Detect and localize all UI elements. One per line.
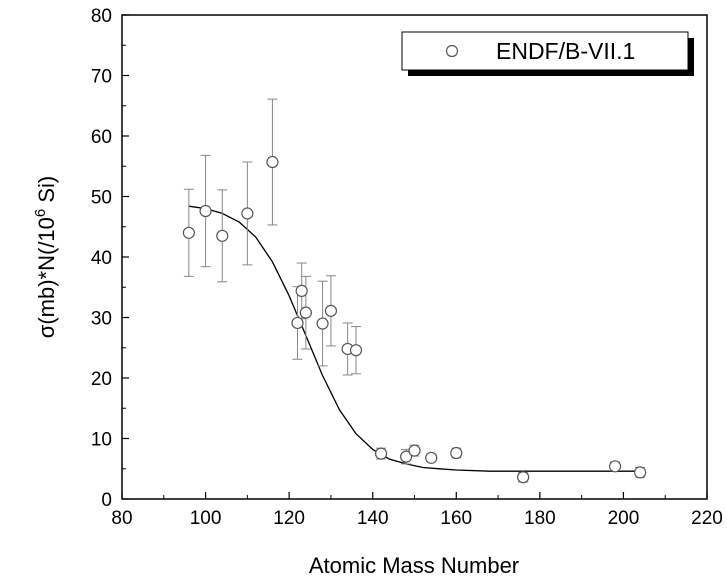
x-tick-label: 100 — [190, 508, 222, 529]
y-tick-label: 70 — [91, 67, 112, 88]
data-point — [266, 155, 279, 169]
data-point — [408, 444, 421, 457]
y-tick-label: 20 — [91, 369, 112, 390]
x-tick-label: 200 — [608, 508, 640, 529]
data-point — [450, 446, 463, 460]
data-point — [400, 450, 413, 463]
data-point — [299, 306, 312, 319]
y-tick-label: 50 — [91, 188, 112, 209]
y-tick-label: 80 — [91, 6, 112, 27]
x-tick-label: 80 — [111, 508, 132, 529]
data-point — [216, 229, 229, 242]
x-tick-label: 220 — [691, 508, 723, 529]
x-tick-label: 140 — [357, 508, 389, 529]
x-axis-ticks: 80 100 120 140 160 180 200 220 — [111, 492, 723, 529]
legend-label: ENDF/B-VII.1 — [496, 38, 635, 64]
y-tick-label: 0 — [101, 490, 112, 511]
data-point — [199, 204, 212, 218]
data-point — [295, 284, 308, 297]
y-axis-title: σ(mb)*N(/106 Si) — [32, 176, 59, 339]
y-axis-title-superscript: 6 — [32, 209, 49, 217]
data-point — [324, 304, 338, 317]
y-axis-title-main: σ(mb)*N(/10 — [34, 217, 59, 338]
data-point — [349, 344, 363, 357]
y-tick-label: 60 — [91, 127, 112, 148]
data-point — [291, 316, 304, 330]
plot-area — [182, 98, 647, 484]
y-axis-title-tail: Si) — [34, 176, 59, 209]
y-axis-ticks: 0 10 20 30 40 50 60 70 80 — [91, 6, 129, 511]
legend: ENDF/B-VII.1 — [401, 31, 694, 76]
data-point — [425, 451, 438, 464]
y-tick-label: 40 — [91, 248, 112, 269]
legend-marker — [445, 44, 459, 58]
y-tick-label: 10 — [91, 430, 112, 451]
x-tick-label: 180 — [524, 508, 556, 529]
data-point — [634, 466, 647, 479]
x-axis-title: Atomic Mass Number — [309, 553, 519, 578]
data-point — [316, 317, 329, 330]
data-point — [182, 226, 195, 239]
data-point — [517, 471, 530, 484]
data-point — [241, 207, 254, 220]
data-point — [374, 447, 388, 460]
fit-curve — [188, 205, 641, 472]
data-point — [608, 460, 622, 473]
x-tick-label: 160 — [440, 508, 472, 529]
plot-frame — [121, 14, 708, 500]
y-tick-label: 30 — [91, 309, 112, 330]
x-tick-label: 120 — [273, 508, 305, 529]
